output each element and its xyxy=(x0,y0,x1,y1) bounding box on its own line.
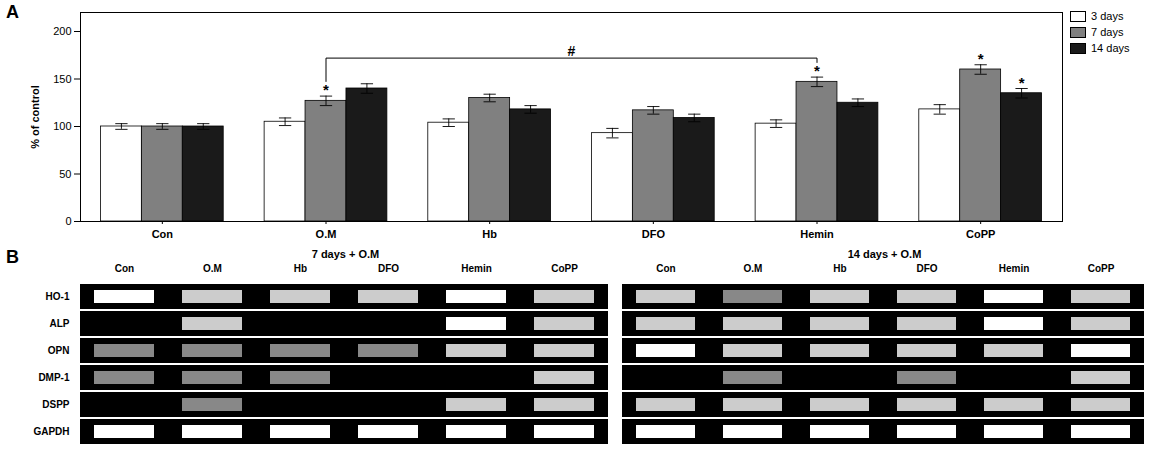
svg-text:DFO: DFO xyxy=(642,228,666,240)
html-text:7 days: 7 days xyxy=(1091,26,1124,38)
svg-text:*: * xyxy=(978,50,984,67)
html-text:14 days: 14 days xyxy=(1091,42,1130,54)
svg-text:0: 0 xyxy=(65,215,71,227)
svg-text:*: * xyxy=(814,62,820,79)
html-text:14 days + O.M: 14 days + O.M xyxy=(847,248,922,260)
svg-text:ALP: ALP xyxy=(50,318,70,329)
svg-text:OPN: OPN xyxy=(48,345,70,356)
html-text:3 days: 3 days xyxy=(1091,10,1124,22)
svg-text:DFO: DFO xyxy=(378,263,399,274)
html-text:A: A xyxy=(6,2,19,22)
html-text:7 days + O.M: 7 days + O.M xyxy=(311,248,380,260)
svg-text:150: 150 xyxy=(53,73,71,85)
svg-text:Con: Con xyxy=(656,263,675,274)
svg-text:*: * xyxy=(323,81,329,98)
svg-text:O.M: O.M xyxy=(316,228,337,240)
svg-text:GAPDH: GAPDH xyxy=(33,426,69,437)
svg-text:200: 200 xyxy=(53,25,71,37)
svg-text:CoPP: CoPP xyxy=(1088,263,1115,274)
svg-text:DSPP: DSPP xyxy=(42,399,70,410)
svg-text:*: * xyxy=(1019,74,1025,91)
svg-text:Hemin: Hemin xyxy=(461,263,492,274)
svg-text:DFO: DFO xyxy=(916,263,937,274)
svg-text:CoPP: CoPP xyxy=(551,263,578,274)
svg-text:DMP-1: DMP-1 xyxy=(38,372,70,383)
svg-text:50: 50 xyxy=(59,168,71,180)
svg-text:Hb: Hb xyxy=(482,228,497,240)
svg-text:Hb: Hb xyxy=(294,263,307,274)
svg-text:Con: Con xyxy=(115,263,134,274)
svg-text:O.M: O.M xyxy=(203,263,222,274)
svg-text:Con: Con xyxy=(152,228,174,240)
svg-text:Hemin: Hemin xyxy=(999,263,1030,274)
html-text:B: B xyxy=(6,247,19,267)
svg-text:HO-1: HO-1 xyxy=(46,291,70,302)
svg-text:100: 100 xyxy=(53,120,71,132)
svg-text:O.M: O.M xyxy=(744,263,763,274)
svg-text:CoPP: CoPP xyxy=(966,228,995,240)
svg-text:Hemin: Hemin xyxy=(800,228,834,240)
svg-text:#: # xyxy=(568,43,576,59)
svg-text:% of control: % of control xyxy=(29,85,41,149)
svg-text:Hb: Hb xyxy=(833,263,846,274)
